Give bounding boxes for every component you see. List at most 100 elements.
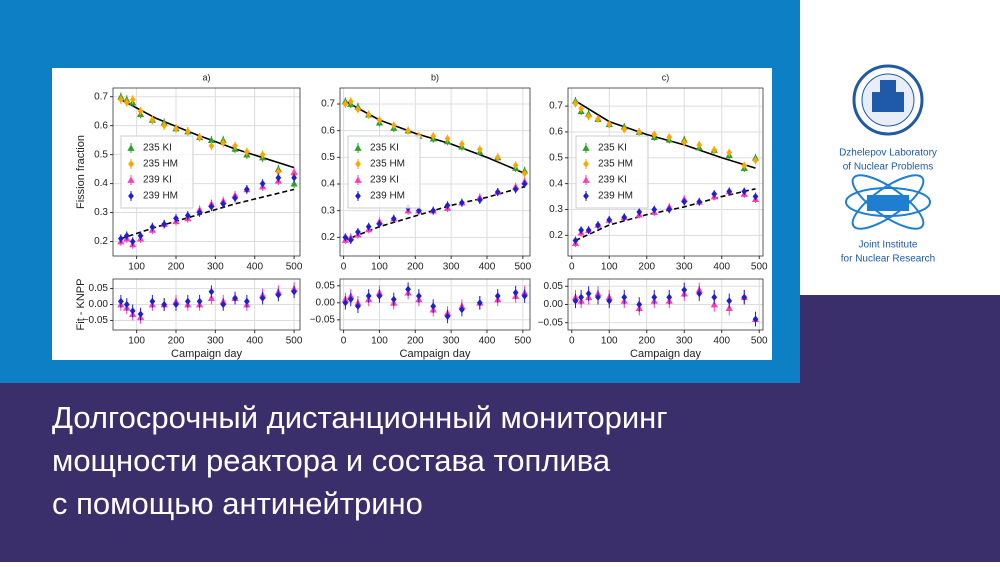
x-tick-label: 200 — [168, 262, 185, 273]
legend-label: 239 KI — [370, 175, 399, 186]
y-tick-label: 0.5 — [321, 152, 335, 163]
point — [405, 127, 411, 135]
y-axis-label: Fit - KNPP — [75, 279, 87, 331]
point — [405, 285, 411, 293]
point — [161, 122, 168, 130]
legend-label: 235 KI — [598, 143, 627, 154]
point — [390, 215, 397, 223]
point — [459, 306, 465, 314]
point — [494, 153, 501, 161]
point — [741, 187, 748, 195]
legend-marker — [354, 144, 362, 151]
point — [137, 232, 144, 240]
point — [585, 112, 592, 121]
x-tick-label: 200 — [407, 336, 424, 347]
x-tick-label: 100 — [371, 336, 388, 347]
legend-marker — [355, 160, 361, 168]
point — [578, 293, 585, 301]
point — [117, 95, 124, 104]
y-tick-label: 0.05 — [89, 283, 109, 294]
x-tick-label: 300 — [443, 262, 460, 273]
panel-title: b) — [431, 72, 439, 82]
point — [149, 297, 156, 305]
point — [173, 300, 179, 309]
point — [117, 235, 124, 243]
point — [494, 292, 501, 300]
x-tick-label: 0 — [569, 336, 575, 347]
point — [726, 187, 733, 195]
x-tick-label: 200 — [407, 262, 424, 273]
point — [476, 299, 483, 307]
point — [196, 208, 203, 217]
x-tick-label: 100 — [371, 262, 388, 273]
x-tick-label: 100 — [601, 262, 618, 273]
point — [275, 291, 282, 299]
x-tick-label: 400 — [479, 262, 496, 273]
caption-line: мощности реактора и состава топлива — [52, 443, 611, 478]
point — [430, 132, 437, 140]
legend-marker — [127, 176, 135, 183]
y-tick-label: 0.2 — [321, 232, 335, 243]
point — [196, 133, 203, 141]
point — [521, 292, 528, 300]
point — [636, 300, 643, 309]
jinr-logo — [845, 174, 931, 230]
y-tick-label: 0.05 — [316, 280, 336, 291]
y-tick-label: 0.3 — [549, 204, 563, 215]
point — [347, 97, 354, 105]
y-tick-label: 0.00 — [544, 299, 564, 310]
y-tick-label: 0.7 — [321, 99, 335, 110]
point — [606, 216, 613, 224]
point — [365, 111, 372, 119]
point — [521, 180, 528, 188]
point — [290, 179, 298, 187]
x-tick-label: 300 — [676, 336, 693, 347]
x-tick-label: 500 — [286, 262, 303, 273]
point — [208, 288, 215, 296]
x-tick-label: 300 — [443, 336, 460, 347]
y-axis-label: Fission fraction — [75, 135, 87, 209]
x-tick-label: 400 — [479, 336, 496, 347]
point — [390, 121, 397, 129]
point — [184, 127, 191, 136]
legend-label: 235 HM — [370, 159, 405, 170]
lab-name: of Nuclear Problems — [843, 162, 934, 173]
point — [208, 203, 215, 211]
point — [243, 297, 250, 305]
x-tick-label: 300 — [207, 262, 224, 273]
point — [259, 151, 266, 159]
legend-marker — [128, 160, 134, 168]
x-tick-label: 400 — [713, 336, 730, 347]
y-tick-label: 0.6 — [549, 127, 563, 138]
point — [184, 211, 191, 220]
point — [342, 299, 349, 307]
legend-label: 235 HM — [143, 159, 178, 170]
point — [636, 128, 643, 136]
fit-line — [575, 100, 756, 169]
plot-frame — [567, 278, 764, 331]
x-tick-label: 500 — [751, 262, 768, 273]
point — [161, 300, 168, 309]
legend-label: 239 KI — [143, 175, 172, 186]
point — [696, 198, 703, 206]
legend-label: 235 KI — [370, 143, 399, 154]
point — [259, 179, 266, 188]
plot-frame — [112, 87, 301, 257]
lab-name: Dzhelepov Laboratory — [839, 148, 937, 159]
point — [275, 174, 282, 182]
x-tick-label: 500 — [751, 336, 768, 347]
point — [512, 289, 519, 297]
fit-line — [120, 188, 295, 240]
point — [666, 205, 673, 214]
point — [365, 223, 372, 231]
point — [173, 124, 179, 133]
point — [342, 233, 349, 241]
point — [355, 228, 361, 236]
legend-marker — [582, 176, 590, 183]
y-tick-label: 0.2 — [94, 236, 108, 247]
legend-marker — [128, 192, 134, 200]
legend-marker — [127, 144, 135, 151]
point — [666, 293, 673, 301]
point — [291, 174, 297, 182]
